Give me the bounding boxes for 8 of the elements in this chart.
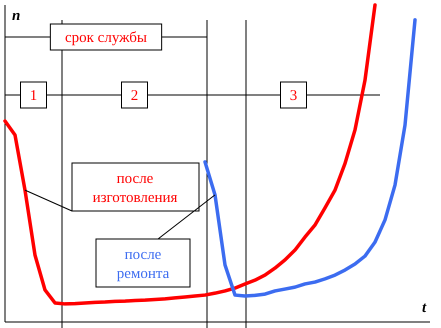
text: после ремонта	[116, 247, 170, 282]
annotation: 3	[290, 88, 298, 104]
text: после изготовления	[92, 171, 178, 206]
y-axis-title: n	[12, 8, 20, 24]
annotation: 1	[30, 88, 38, 104]
annotation: 2	[130, 88, 138, 104]
annotation: срок службы	[64, 30, 148, 46]
x-axis-title: t	[422, 300, 427, 316]
